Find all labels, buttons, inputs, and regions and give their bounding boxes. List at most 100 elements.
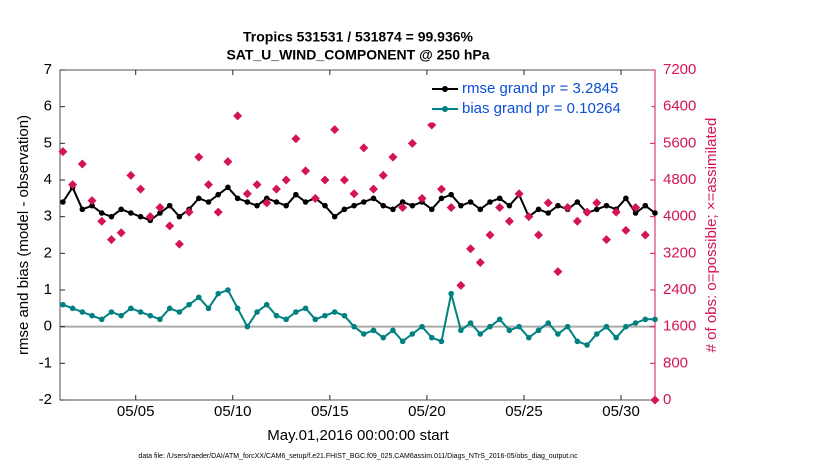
assimilated-marker [68, 180, 78, 190]
data-point [79, 309, 86, 315]
assimilated-marker [514, 189, 524, 199]
data-point [613, 334, 619, 341]
assimilated-marker [106, 235, 116, 245]
data-point [166, 202, 173, 209]
data-point [98, 316, 105, 323]
assimilated-marker [58, 147, 68, 157]
data-point [603, 323, 610, 330]
data-point [196, 195, 202, 202]
assimilated-marker [233, 111, 243, 121]
data-point [205, 199, 212, 205]
assimilated-marker [349, 189, 359, 199]
data-point [506, 327, 513, 334]
assimilated-marker [563, 203, 573, 212]
y2-axis-label: # of obs: o=possible; ×=assimilated [703, 118, 720, 353]
data-point [419, 323, 425, 330]
data-point [215, 290, 222, 297]
y2-tick-label: 3200 [663, 244, 696, 261]
assimilated-marker [553, 267, 563, 277]
data-point [574, 338, 581, 345]
data-point [283, 316, 289, 323]
y-tick-label: -1 [39, 354, 52, 371]
assimilated-marker [611, 207, 621, 217]
data-point [137, 309, 144, 315]
data-point [448, 290, 454, 297]
data-point [341, 206, 348, 213]
data-point [176, 309, 183, 315]
plot-area [59, 69, 656, 401]
data-point [438, 195, 445, 202]
data-point [244, 323, 251, 330]
assimilated-marker [116, 228, 126, 238]
assimilated-marker [194, 152, 204, 162]
data-point [428, 206, 435, 213]
assimilated-marker [136, 184, 146, 194]
y2-tick-label: 4800 [663, 171, 696, 188]
data-point [477, 331, 484, 337]
y-tick-label: -2 [39, 391, 52, 408]
x-tick-label: 05/25 [505, 403, 543, 420]
x-tick-label: 05/15 [311, 403, 349, 420]
assimilated-marker [601, 235, 611, 245]
assimilated-marker [310, 193, 320, 203]
assimilated-marker [640, 230, 650, 240]
x-tick-label: 05/10 [214, 403, 252, 420]
data-point [234, 305, 241, 312]
data-point [603, 202, 610, 209]
assimilated-marker [407, 138, 417, 148]
assimilated-marker [417, 193, 427, 203]
assimilated-marker [77, 159, 87, 169]
assimilated-marker [126, 170, 136, 180]
data-point [584, 342, 590, 348]
data-point [458, 202, 464, 209]
data-point [157, 210, 163, 216]
assimilated-marker [504, 216, 514, 226]
assimilated-marker [174, 239, 184, 249]
data-point [477, 206, 484, 213]
assimilated-marker [572, 216, 582, 226]
data-point [322, 202, 328, 209]
data-point [487, 199, 493, 205]
y2-tick-label: 6400 [663, 98, 696, 115]
legend-label: rmse grand pr = 3.2845 [462, 80, 618, 97]
assimilated-marker [621, 225, 631, 235]
data-point [574, 199, 581, 205]
legend-marker [442, 86, 448, 92]
data-point [147, 312, 154, 319]
y-tick-label: 2 [44, 244, 52, 261]
data-point [108, 213, 115, 220]
data-point [60, 199, 66, 205]
y-tick-label: 3 [44, 208, 52, 225]
assimilated-marker [291, 134, 301, 144]
assimilated-marker [475, 258, 485, 267]
data-point [254, 202, 260, 209]
data-point [593, 331, 600, 337]
data-point [273, 199, 280, 205]
data-point [555, 331, 561, 337]
data-point [535, 327, 542, 334]
data-point [225, 184, 231, 191]
data-point [157, 316, 163, 323]
assimilated-marker [252, 180, 262, 190]
data-point [390, 206, 396, 213]
data-point [535, 206, 542, 213]
assimilated-marker [446, 203, 456, 212]
assimilated-marker [301, 166, 311, 176]
data-point [128, 305, 134, 312]
data-point [331, 213, 338, 220]
assimilated-marker [369, 184, 379, 194]
assimilated-marker [165, 221, 175, 231]
data-point [166, 305, 173, 312]
assimilated-marker [320, 175, 330, 185]
data-point [623, 195, 629, 202]
data-point [322, 312, 328, 319]
data-point [632, 320, 639, 326]
assimilated-marker [495, 203, 505, 212]
data-point [487, 323, 493, 330]
data-point [108, 309, 115, 315]
data-point [293, 191, 299, 198]
data-point [351, 323, 357, 330]
assimilated-marker [242, 189, 252, 199]
assimilated-marker [213, 207, 223, 217]
assimilated-marker [378, 170, 388, 180]
